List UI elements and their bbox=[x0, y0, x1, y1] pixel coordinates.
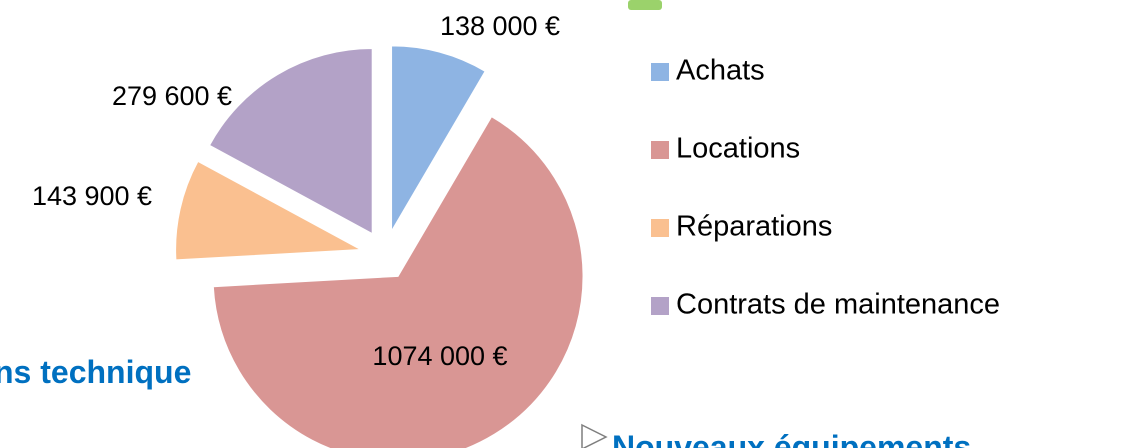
data-label: 143 900 € bbox=[32, 181, 152, 211]
data-label: 138 000 € bbox=[440, 11, 560, 41]
pie-slice bbox=[208, 48, 373, 235]
legend-swatch bbox=[651, 297, 669, 315]
pie-slice bbox=[212, 116, 584, 448]
legend-label: Contrats de maintenance bbox=[676, 289, 1000, 321]
pie-slice bbox=[175, 160, 363, 261]
bullet-arrow bbox=[581, 423, 608, 448]
legend-label: Achats bbox=[676, 55, 765, 87]
legend-swatch bbox=[651, 63, 669, 81]
data-label: 279 600 € bbox=[112, 81, 232, 111]
slide-heading: ns technique bbox=[0, 354, 191, 390]
legend-label: Réparations bbox=[676, 211, 832, 243]
legend-swatch bbox=[651, 219, 669, 237]
pie bbox=[175, 45, 584, 448]
legend-label: Locations bbox=[676, 133, 800, 165]
slide-decoration bbox=[628, 0, 662, 10]
legend-swatch bbox=[651, 141, 669, 159]
slide-bullet: Nouveaux équipements bbox=[612, 429, 971, 448]
data-label: 1074 000 € bbox=[372, 341, 507, 371]
pie-slice bbox=[391, 45, 486, 233]
